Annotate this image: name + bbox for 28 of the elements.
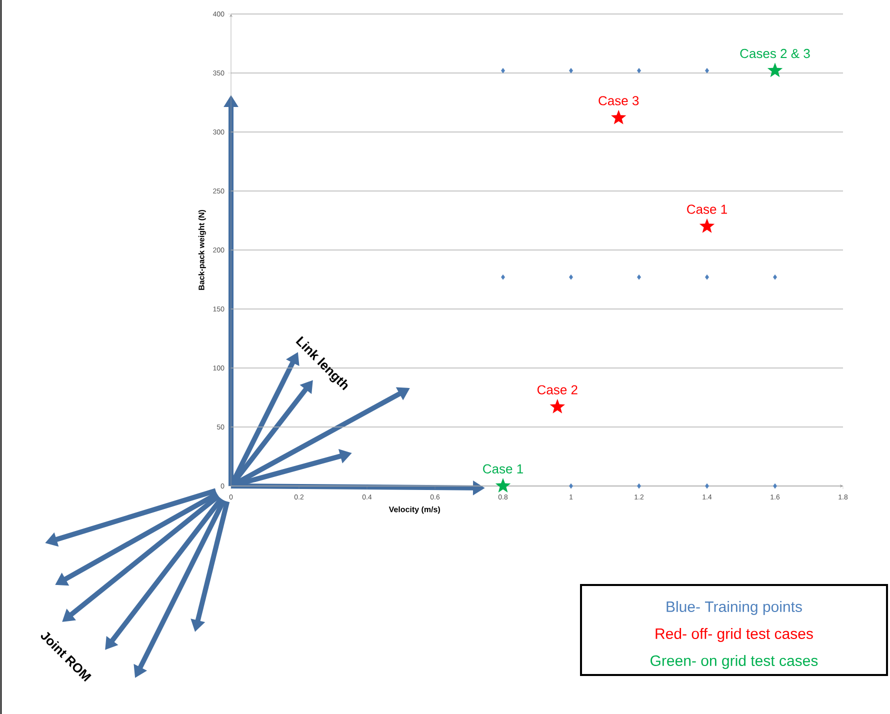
point <box>501 274 506 280</box>
point <box>767 62 783 78</box>
point <box>569 274 574 280</box>
point <box>569 483 574 489</box>
text: Red- off- grid test cases <box>656 628 813 642</box>
point <box>773 483 778 489</box>
text: Green- on grid test cases <box>650 655 818 669</box>
annotation: Cases 2 & 3 <box>740 48 810 58</box>
point <box>550 398 566 414</box>
annotation: Case 2 <box>537 385 578 394</box>
annotation: Case 1 <box>687 204 727 214</box>
text: Blue- Training points <box>666 601 802 615</box>
x-axis-title: Velocity (m/s) <box>388 506 440 514</box>
point <box>637 274 642 280</box>
point <box>611 110 626 124</box>
point <box>495 478 511 492</box>
point <box>705 274 710 280</box>
point <box>569 68 574 74</box>
annotation: Case 3 <box>598 96 639 106</box>
point <box>705 483 710 489</box>
point <box>705 68 710 74</box>
y-axis-title: Back-pack weight (N) <box>198 210 206 290</box>
point <box>699 218 715 233</box>
annotation: Case 1 <box>483 464 523 474</box>
point <box>637 68 642 74</box>
point <box>637 483 642 489</box>
point <box>501 68 506 74</box>
point <box>773 274 778 280</box>
